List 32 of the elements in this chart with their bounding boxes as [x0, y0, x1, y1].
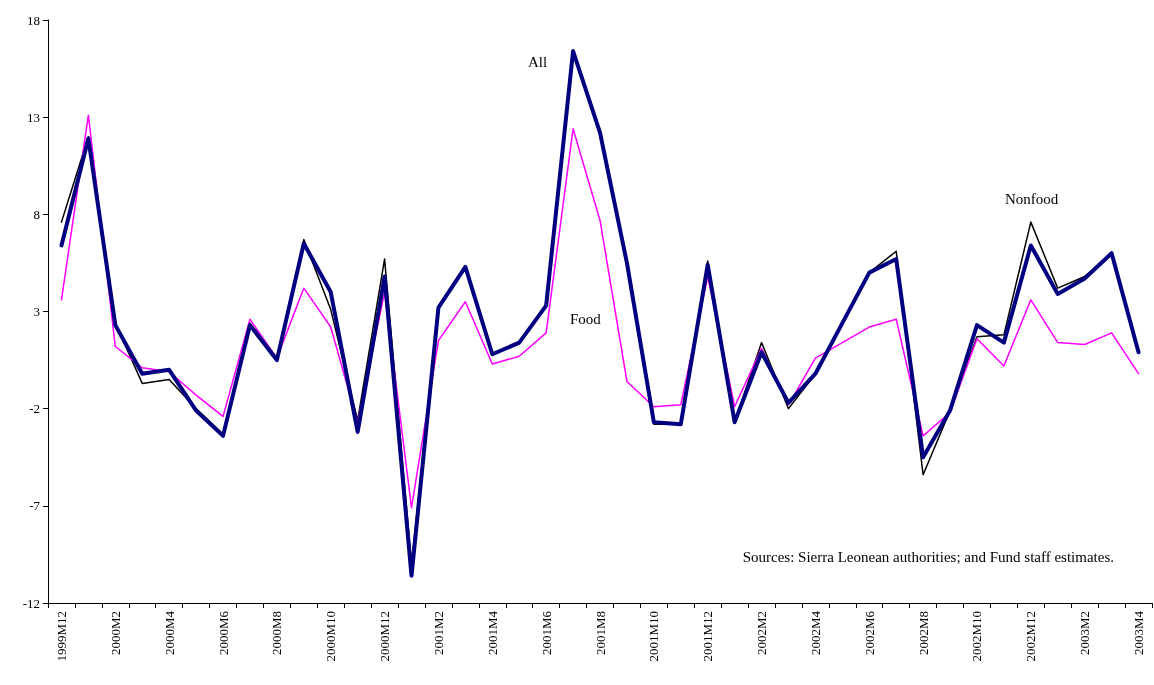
x-tick-label: 2000M12 [377, 611, 393, 662]
x-tick-label: 2002M8 [915, 611, 931, 656]
x-tick-label: 2001M10 [646, 611, 662, 662]
x-tick-label: 2001M4 [484, 610, 500, 656]
y-tick-label: -2 [29, 401, 40, 417]
y-tick-label: 18 [27, 12, 40, 28]
x-tick-label: 1999M12 [53, 611, 69, 662]
x-tick-label: 2002M10 [969, 611, 985, 662]
x-tick-label: 2000M8 [269, 611, 285, 656]
x-tick-label: 2000M4 [161, 610, 177, 656]
y-tick-label: 8 [33, 206, 40, 222]
y-tick-label: -7 [29, 498, 41, 514]
x-tick-label: 2000M2 [107, 611, 123, 656]
y-tick-label: 3 [33, 304, 40, 319]
x-tick-label: 2000M6 [215, 610, 231, 656]
x-tick-label: 2002M6 [861, 610, 877, 656]
x-tick-label: 2003M4 [1131, 610, 1147, 656]
series-label: All [528, 53, 548, 70]
x-tick-label: 2001M12 [700, 611, 716, 662]
annotation: Sources: Sierra Leonean authorities; and Fund staff estimates. [742, 548, 1114, 565]
x-tick-label: 2000M10 [323, 611, 339, 662]
x-tick-label: 2002M2 [754, 611, 770, 656]
x-tick-label: 2001M2 [430, 611, 446, 656]
y-tick-label: -12 [22, 595, 40, 611]
x-tick-label: 2001M6 [538, 610, 554, 656]
x-tick-label: 2002M4 [807, 610, 823, 656]
y-tick-label: 13 [27, 109, 40, 125]
series-label: Food [570, 310, 602, 327]
series-label: Nonfood [1005, 190, 1059, 207]
x-tick-label: 2001M8 [592, 611, 608, 656]
x-tick-label: 2002M12 [1023, 611, 1039, 662]
x-tick-label: 2003M2 [1077, 611, 1093, 656]
